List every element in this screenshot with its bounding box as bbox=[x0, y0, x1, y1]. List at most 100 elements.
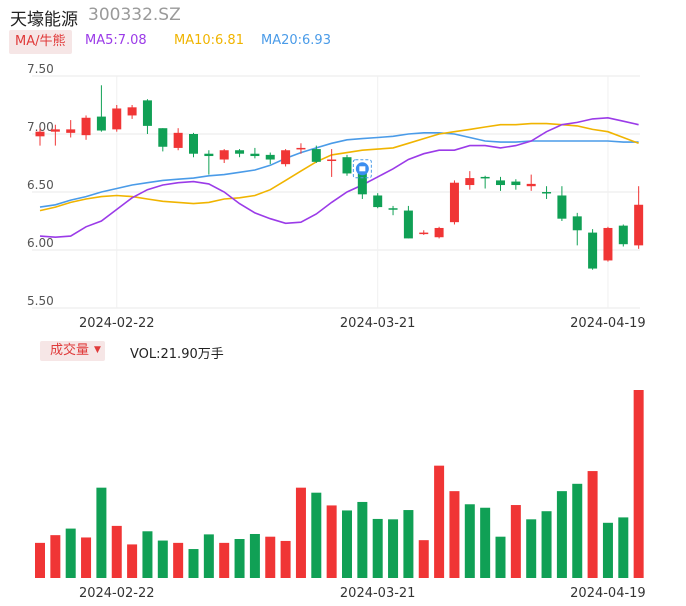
candle-body bbox=[96, 116, 106, 131]
volume-value: VOL:21.90万手 bbox=[130, 347, 224, 362]
volume-bar bbox=[403, 510, 414, 578]
volume-bar bbox=[449, 491, 460, 578]
candle-body bbox=[81, 117, 91, 136]
volume-bar bbox=[510, 505, 521, 578]
volume-bar bbox=[203, 534, 214, 578]
candle-body bbox=[542, 192, 552, 194]
y-tick-label: 5.50 bbox=[27, 294, 54, 308]
volume-bar bbox=[464, 504, 475, 578]
candle-body bbox=[588, 232, 598, 269]
volume-bar bbox=[556, 491, 567, 578]
candle-body bbox=[419, 232, 429, 235]
candle-body bbox=[373, 195, 383, 208]
volume-bar bbox=[618, 517, 629, 578]
volume-bar bbox=[295, 487, 306, 578]
x-tick-label: 2024-02-22 bbox=[79, 586, 155, 601]
volume-bar bbox=[602, 522, 613, 578]
volume-bar bbox=[357, 501, 368, 578]
event-marker-frame bbox=[352, 159, 372, 179]
volume-bar bbox=[372, 518, 383, 578]
volume-bar bbox=[142, 531, 153, 578]
volume-bar bbox=[35, 542, 45, 578]
volume-bar bbox=[495, 536, 506, 578]
candle-body bbox=[281, 150, 291, 165]
candle-body bbox=[219, 150, 229, 160]
candle-body bbox=[511, 181, 521, 186]
candle-body bbox=[357, 171, 367, 195]
ma5-value: MA5:7.08 bbox=[85, 33, 147, 48]
candle-body bbox=[526, 183, 536, 187]
candle-body bbox=[434, 227, 444, 238]
stock-code: 300332.SZ bbox=[88, 5, 181, 25]
x-tick-label: 2024-04-19 bbox=[570, 316, 646, 331]
volume-bar bbox=[96, 487, 107, 578]
volume-bar bbox=[127, 544, 138, 578]
volume-bar bbox=[50, 535, 61, 578]
volume-bar bbox=[65, 528, 76, 578]
candle-body bbox=[127, 107, 137, 116]
volume-bar bbox=[342, 510, 352, 578]
candle-body bbox=[572, 216, 582, 231]
volume-bar bbox=[234, 539, 245, 578]
candle-body bbox=[112, 108, 122, 130]
volume-bar bbox=[572, 483, 583, 578]
ma10-value: MA10:6.81 bbox=[174, 33, 244, 48]
candle-body bbox=[342, 157, 352, 174]
volume-bar bbox=[249, 533, 260, 578]
candle-body bbox=[449, 182, 459, 223]
candle-body bbox=[189, 134, 198, 154]
candle-body bbox=[603, 227, 613, 261]
volume-bar bbox=[111, 525, 122, 578]
candle-body bbox=[158, 128, 168, 147]
volume-bar bbox=[81, 537, 92, 578]
candle-body bbox=[634, 204, 644, 246]
volume-bar bbox=[418, 540, 429, 578]
volume-bar bbox=[173, 542, 184, 578]
candle-body bbox=[204, 153, 214, 157]
volume-bar bbox=[311, 492, 322, 578]
candle-body bbox=[311, 149, 321, 162]
candle-body bbox=[66, 129, 76, 133]
x-tick-label: 2024-02-22 bbox=[79, 316, 155, 331]
y-tick-label: 6.50 bbox=[27, 178, 54, 192]
volume-bar bbox=[434, 465, 445, 578]
volume-bar bbox=[587, 471, 598, 578]
volume-bar bbox=[157, 540, 168, 578]
x-tick-label: 2024-03-21 bbox=[340, 586, 416, 601]
volume-bar bbox=[388, 519, 399, 578]
candle-body bbox=[403, 210, 413, 239]
volume-bar bbox=[326, 505, 337, 578]
candle-body bbox=[173, 132, 183, 148]
stock-name: 天壕能源 bbox=[10, 10, 78, 30]
candle-body bbox=[235, 150, 245, 154]
volume-bar bbox=[280, 540, 291, 578]
volume-bar bbox=[633, 390, 644, 578]
volume-bar bbox=[526, 519, 537, 578]
x-tick-label: 2024-03-21 bbox=[340, 316, 416, 331]
volume-bar bbox=[265, 536, 276, 578]
candle-body bbox=[480, 176, 490, 179]
candle-body bbox=[557, 195, 567, 219]
volume-bar bbox=[480, 507, 491, 578]
candle-body bbox=[388, 208, 398, 210]
candle-body bbox=[250, 153, 260, 157]
candle-body bbox=[296, 147, 306, 150]
event-marker-glyph bbox=[359, 166, 366, 172]
candle-body bbox=[35, 131, 45, 137]
volume-bar bbox=[188, 549, 199, 578]
candle-body bbox=[496, 180, 505, 186]
ma5-line bbox=[39, 116, 639, 239]
indicator-selector-button[interactable]: MA/牛熊 bbox=[9, 30, 72, 54]
x-tick-label: 2024-04-19 bbox=[570, 586, 646, 601]
candle-body bbox=[50, 129, 60, 132]
ma20-value: MA20:6.93 bbox=[261, 33, 331, 48]
ma20-line bbox=[39, 132, 639, 208]
volume-bar bbox=[219, 542, 230, 578]
candle-body bbox=[327, 159, 337, 162]
y-tick-label: 6.00 bbox=[27, 236, 54, 250]
volume-indicator-selector[interactable]: 成交量 ▼ bbox=[40, 341, 105, 361]
y-tick-label: 7.50 bbox=[27, 62, 54, 76]
candle-body bbox=[142, 100, 152, 126]
candle-body bbox=[265, 154, 275, 160]
